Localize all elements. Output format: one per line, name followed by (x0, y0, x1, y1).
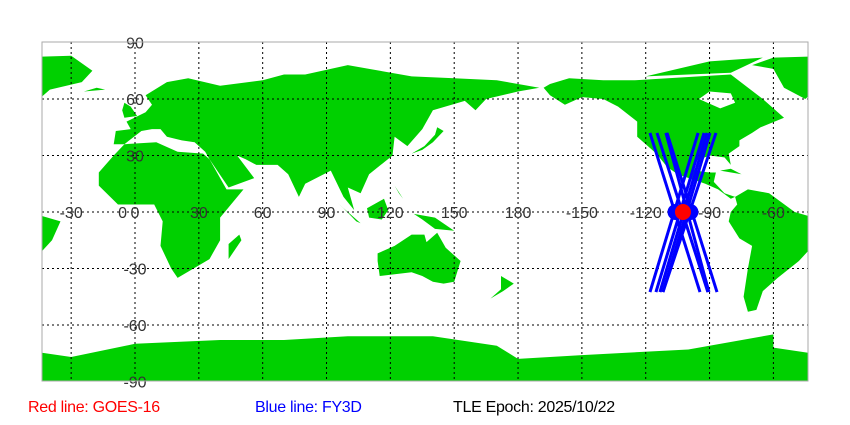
landmass-australia (377, 232, 461, 284)
landmass-sumatra (337, 202, 361, 224)
longitude-label: 0 (131, 205, 140, 222)
longitude-label: 150 (441, 205, 468, 222)
latitude-label: 30 (126, 149, 144, 166)
landmass-cuba (720, 168, 742, 175)
landmass-arctic-islands (645, 57, 763, 77)
latitude-label: -90 (123, 374, 146, 391)
landmass-antarctica (42, 336, 518, 381)
landmass-africa (98, 142, 244, 278)
latitude-label: -30 (123, 261, 146, 278)
landmass-greenland (42, 55, 93, 97)
hudson-bay (698, 91, 736, 109)
longitude-label: -90 (698, 205, 721, 222)
landmass-japan (411, 127, 444, 154)
satellite-marker-goes-16 (674, 204, 691, 220)
latitude-label: 90 (126, 36, 144, 53)
latitude-label: 0 (118, 205, 127, 222)
landmass-new-zealand (490, 276, 514, 299)
landmass-great-britain (122, 102, 138, 118)
tle-epoch: TLE Epoch: 2025/10/22 (453, 399, 615, 416)
landmass-south-america (728, 189, 808, 312)
landmass-new-guinea (413, 213, 455, 231)
land-masses (0, 55, 808, 381)
longitude-label: 90 (318, 205, 336, 222)
landmass-borneo (367, 198, 389, 220)
map-border (41, 41, 809, 382)
landmass-iceland (83, 87, 106, 92)
landmass-greenland (752, 56, 808, 99)
latitude-label: -60 (123, 318, 146, 335)
graticule (42, 42, 808, 381)
satellite-markers (667, 204, 699, 220)
landmass-north-america (0, 75, 18, 199)
longitude-label: -30 (60, 205, 83, 222)
landmass-madagascar (228, 234, 242, 260)
longitude-label: 30 (190, 205, 208, 222)
longitude-label: -120 (630, 205, 662, 222)
legend-blue-line: Blue line: FY3D (255, 399, 362, 416)
longitude-label: 180 (505, 205, 532, 222)
latitude-label: 60 (126, 92, 144, 109)
longitude-label: 60 (254, 205, 272, 222)
longitude-label: -60 (762, 205, 785, 222)
longitude-label: -150 (566, 205, 598, 222)
legend-red-line: Red line: GOES-16 (28, 399, 160, 416)
longitude-label: 120 (377, 205, 404, 222)
grid-labels: -30 0 30 60 90 120 150 180 -150 -120 -90 -60 90 60 30 0… (60, 36, 785, 392)
landmass-philippines (390, 178, 404, 199)
landmass-antarctica (518, 334, 808, 381)
landmass-south-america (42, 215, 61, 252)
